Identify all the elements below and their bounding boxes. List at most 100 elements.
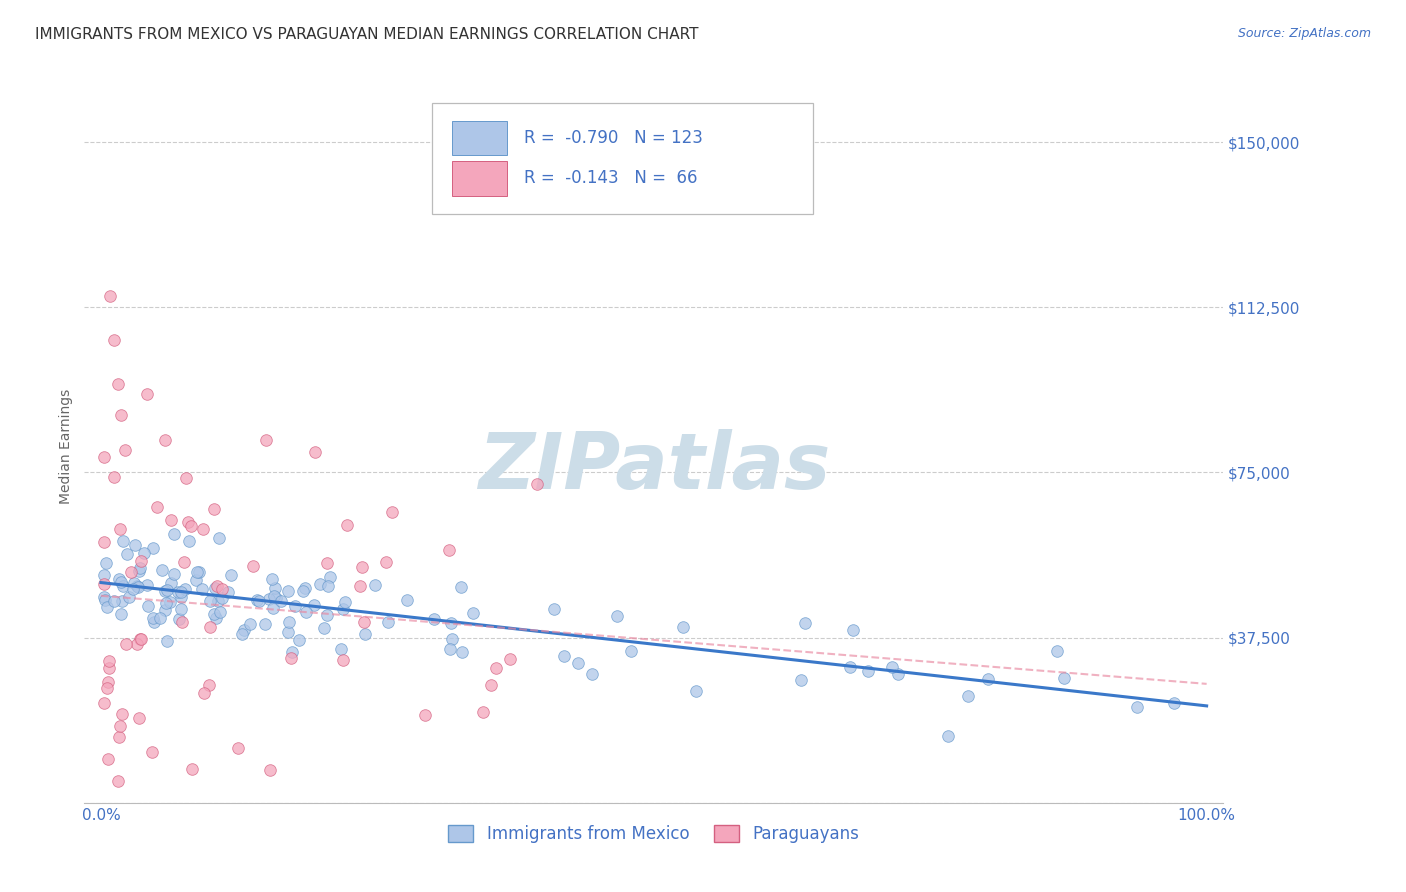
Point	[291, 584, 314, 599]
Point	[127, 580, 149, 594]
Point	[193, 686, 215, 700]
Point	[205, 611, 228, 625]
Point	[202, 502, 225, 516]
Point	[129, 561, 152, 575]
Point	[887, 666, 910, 681]
Point	[440, 615, 463, 630]
Point	[471, 706, 494, 720]
Point	[138, 599, 160, 613]
Point	[211, 591, 233, 605]
Point	[173, 555, 195, 569]
Point	[111, 706, 134, 721]
Point	[94, 556, 117, 570]
Point	[260, 573, 283, 587]
Bar	[453, 161, 508, 195]
Point	[96, 681, 118, 695]
Bar	[453, 120, 508, 155]
Point	[110, 607, 132, 621]
Text: R =  -0.790   N = 123: R = -0.790 N = 123	[524, 128, 703, 146]
Point	[553, 648, 575, 663]
Point	[204, 581, 226, 595]
Point	[277, 625, 299, 640]
Point	[153, 602, 176, 616]
Point	[319, 570, 342, 584]
Point	[312, 622, 335, 636]
Point	[198, 620, 221, 634]
Point	[308, 576, 330, 591]
Point	[461, 606, 484, 620]
Point	[107, 773, 129, 788]
Point	[110, 575, 132, 590]
Point	[142, 541, 165, 555]
Point	[141, 745, 163, 759]
Point	[353, 627, 375, 641]
Point	[841, 623, 863, 637]
Point	[294, 582, 316, 596]
Point	[441, 632, 464, 646]
Bar	[432, 103, 813, 214]
Text: Source: ZipAtlas.com: Source: ZipAtlas.com	[1237, 27, 1371, 40]
Point	[103, 470, 125, 484]
Point	[794, 615, 817, 630]
Point	[239, 617, 262, 632]
Point	[329, 641, 352, 656]
Point	[114, 443, 136, 458]
Point	[263, 590, 285, 604]
Point	[176, 471, 198, 485]
Point	[233, 624, 256, 638]
Point	[111, 579, 134, 593]
Point	[97, 661, 120, 675]
Point	[107, 377, 129, 392]
Y-axis label: Median Earnings: Median Earnings	[59, 388, 73, 504]
Point	[198, 678, 221, 692]
Point	[302, 598, 325, 612]
Point	[125, 636, 148, 650]
Point	[353, 615, 375, 629]
Point	[111, 594, 134, 608]
Point	[262, 600, 284, 615]
Point	[363, 578, 385, 592]
Point	[205, 578, 228, 592]
Text: R =  -0.143   N =  66: R = -0.143 N = 66	[524, 169, 697, 187]
Point	[526, 476, 548, 491]
Point	[170, 584, 193, 599]
Point	[96, 599, 118, 614]
Point	[128, 564, 150, 578]
Point	[174, 582, 197, 597]
Point	[155, 596, 177, 610]
Point	[132, 546, 155, 560]
Point	[333, 595, 356, 609]
Point	[316, 579, 339, 593]
Point	[93, 591, 115, 605]
Point	[259, 591, 281, 606]
Point	[98, 654, 121, 668]
Point	[254, 433, 277, 447]
Point	[156, 634, 179, 648]
Point	[270, 594, 292, 608]
Point	[287, 633, 309, 648]
Point	[170, 601, 193, 615]
Point	[349, 579, 371, 593]
Point	[167, 585, 190, 599]
Point	[266, 591, 288, 606]
Point	[242, 559, 264, 574]
Point	[352, 560, 374, 574]
Point	[131, 632, 153, 646]
Point	[316, 557, 339, 571]
Point	[499, 652, 522, 666]
Point	[620, 644, 643, 658]
Point	[167, 612, 190, 626]
Point	[159, 594, 181, 608]
Point	[191, 582, 214, 596]
Point	[135, 578, 157, 592]
Point	[208, 605, 231, 619]
Point	[112, 533, 135, 548]
Point	[107, 572, 129, 586]
Point	[304, 445, 326, 459]
Point	[217, 585, 239, 599]
Point	[396, 592, 419, 607]
Point	[219, 568, 242, 582]
Point	[150, 563, 173, 577]
Point	[172, 615, 194, 629]
Point	[118, 591, 141, 605]
